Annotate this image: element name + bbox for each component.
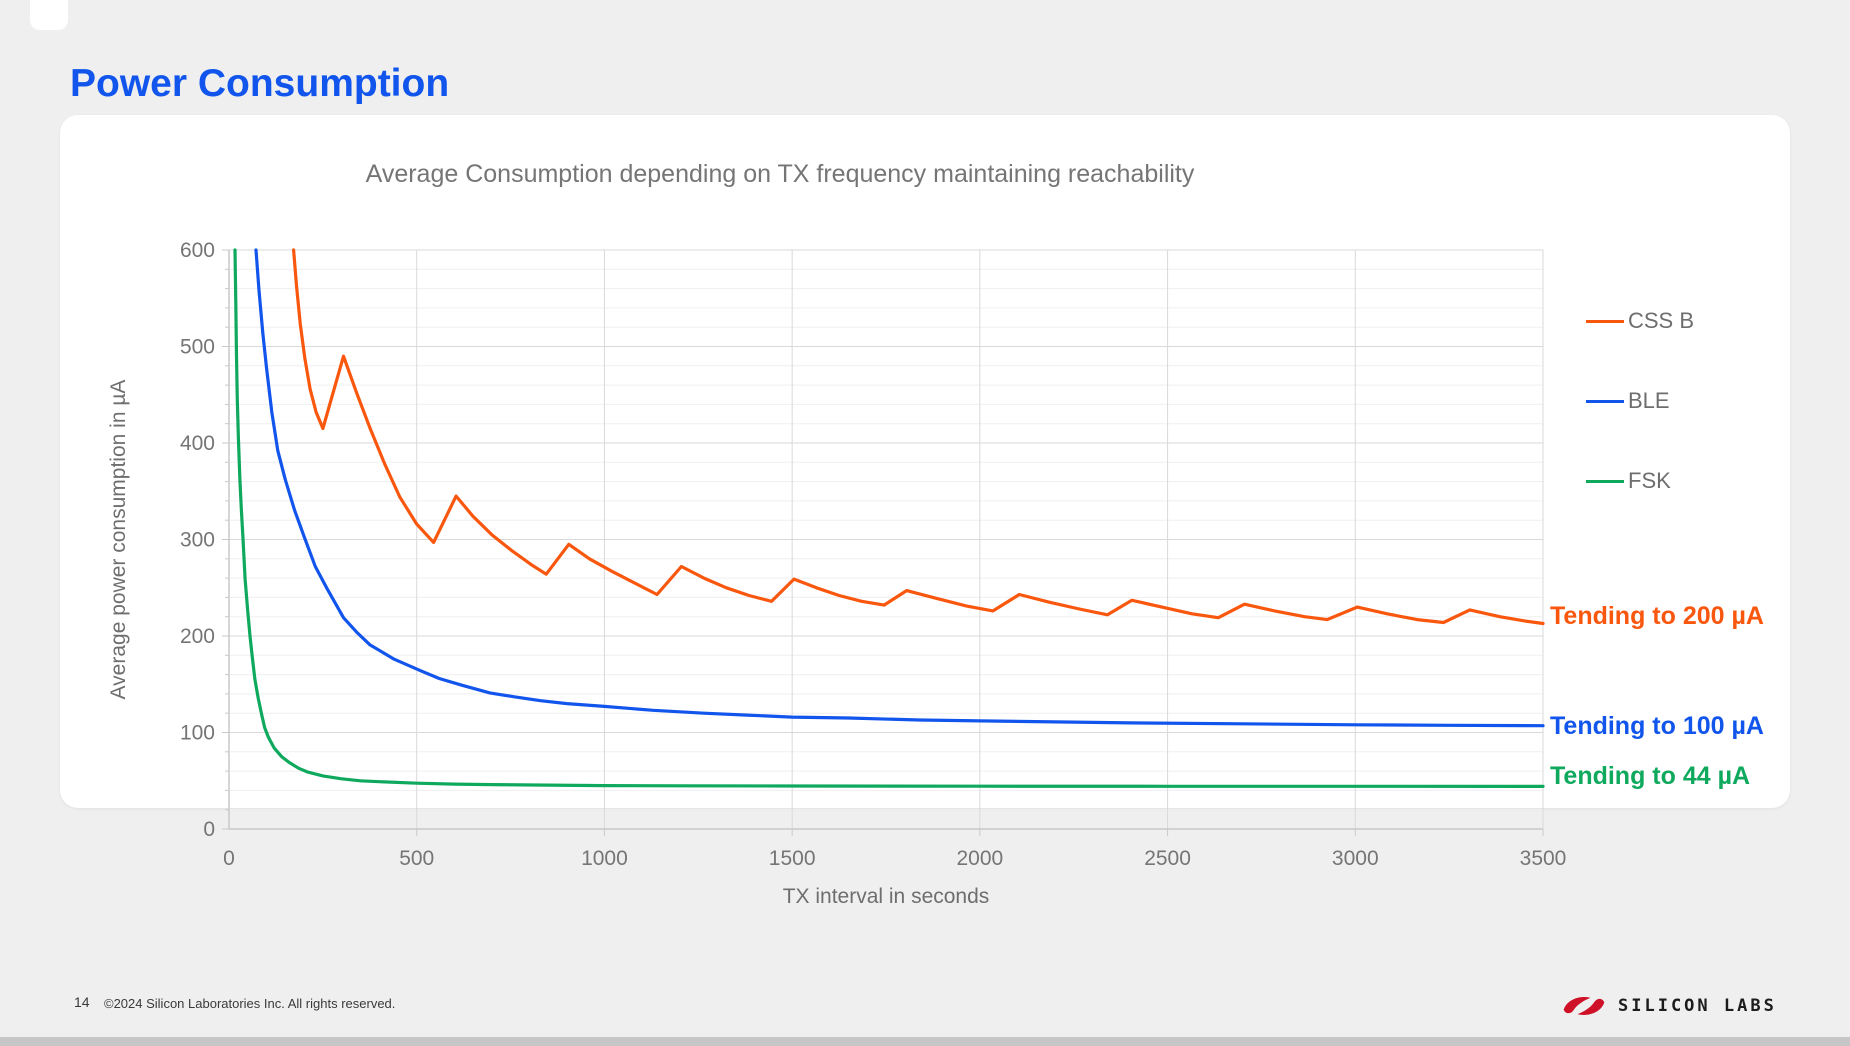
chart-title: Average Consumption depending on TX freq… [365,160,1195,188]
svg-text:2000: 2000 [956,847,1003,870]
svg-text:2500: 2500 [1144,847,1191,870]
bottom-edge-strip [0,1037,1850,1046]
legend-item-cssb: CSS B [1586,308,1694,334]
svg-text:1000: 1000 [581,847,628,870]
silicon-labs-logo: SILICON LABS [1560,992,1777,1020]
svg-text:500: 500 [399,847,434,870]
svg-text:Average power consumption in µ: Average power consumption in µA [107,380,130,700]
copyright-text: ©2024 Silicon Laboratories Inc. All righ… [104,996,396,1011]
svg-text:500: 500 [180,336,215,359]
svg-text:100: 100 [180,722,215,745]
cssb-line-swatch [1586,319,1624,323]
page-title: Power Consumption [70,62,450,106]
svg-text:600: 600 [180,239,215,262]
svg-text:0: 0 [203,818,215,841]
svg-text:1500: 1500 [769,847,816,870]
svg-text:3500: 3500 [1520,847,1567,870]
top-left-panel-corner [30,0,68,30]
consumption-chart: 0 100 200 300 400 500 600 0 500 1000 1500 2000 2500 3… [107,239,1567,908]
svg-text:0: 0 [223,847,235,870]
legend-label-ble: BLE [1628,388,1670,413]
svg-text:200: 200 [180,625,215,648]
silicon-labs-logo-text: SILICON LABS [1618,996,1777,1016]
svg-text:300: 300 [180,529,215,552]
legend-label-fsk: FSK [1628,468,1671,493]
legend-item-ble: BLE [1586,388,1694,414]
annotation-ble-asymptote: Tending to 100 µA [1550,712,1764,740]
svg-text:400: 400 [180,432,215,455]
chart-card [60,115,1790,808]
annotation-cssb-asymptote: Tending to 200 µA [1550,602,1764,630]
legend-item-fsk: FSK [1586,468,1694,494]
page-number: 14 [74,994,90,1010]
annotation-fsk-asymptote: Tending to 44 µA [1550,762,1751,790]
ble-line-swatch [1586,399,1624,403]
svg-text:3000: 3000 [1332,847,1379,870]
legend-label-cssb: CSS B [1628,308,1695,333]
fsk-line-swatch [1586,479,1624,483]
chart-legend: CSS B BLE FSK [1586,308,1694,548]
silicon-labs-swirl-icon [1563,996,1605,1016]
svg-text:TX interval in seconds: TX interval in seconds [783,885,990,908]
